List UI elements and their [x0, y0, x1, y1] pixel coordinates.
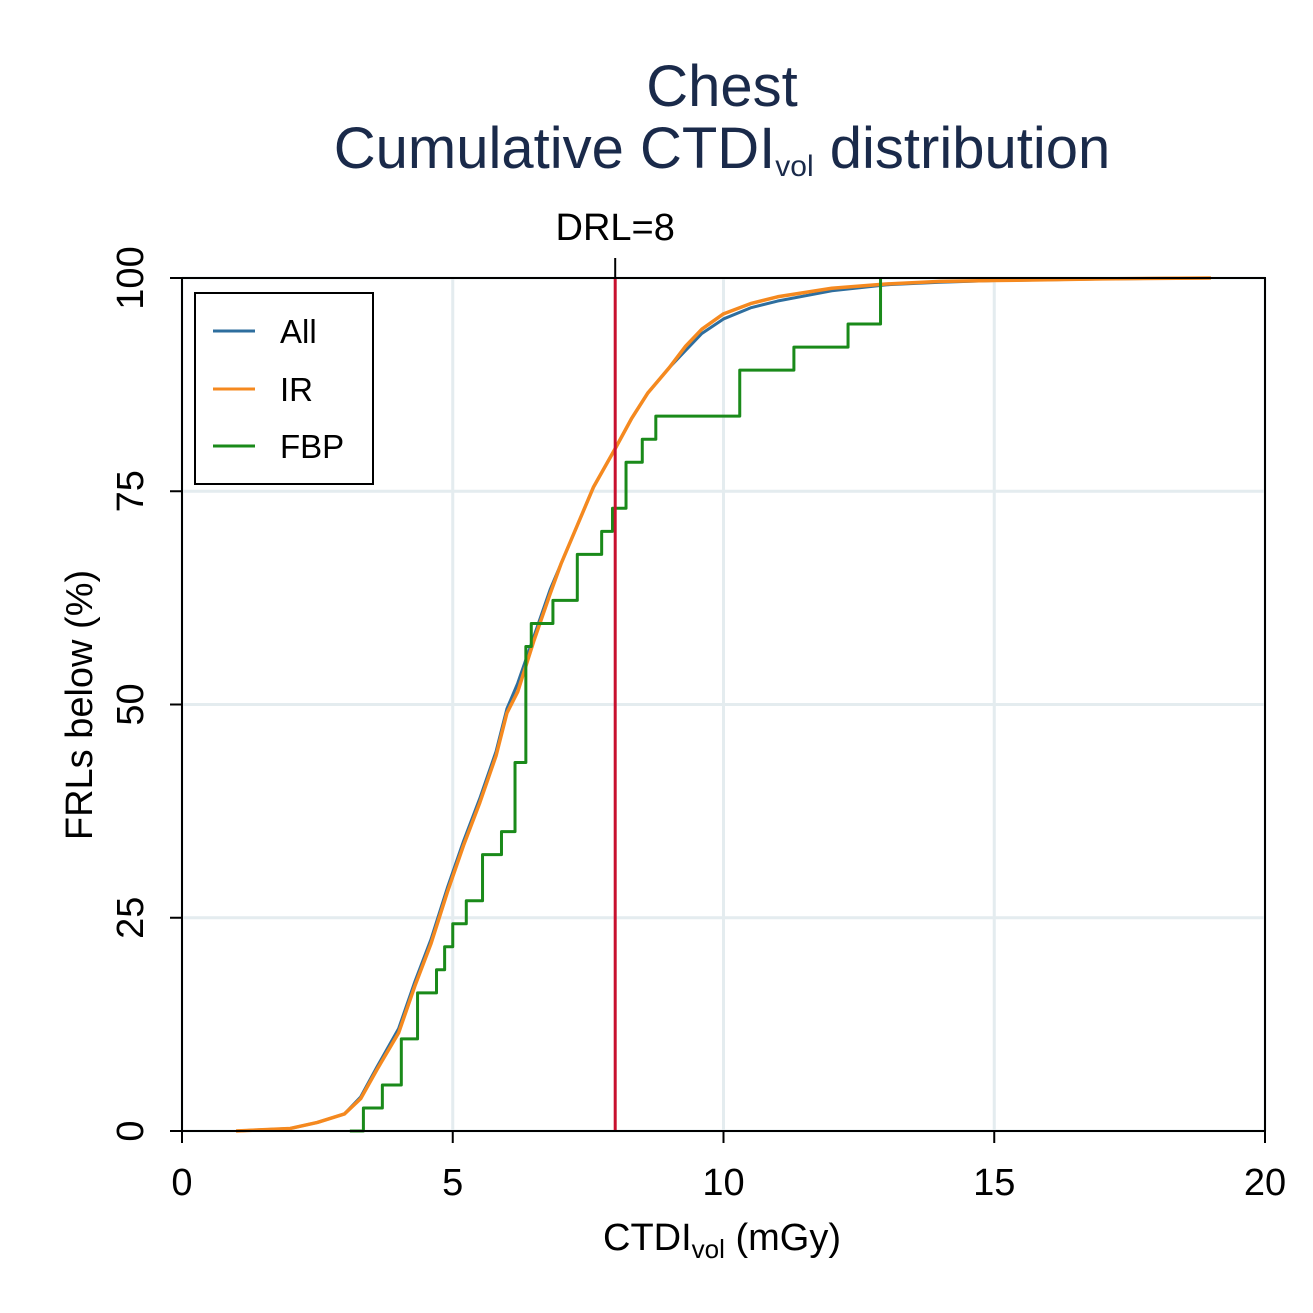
chart-subtitle-sub: vol: [775, 150, 813, 183]
x-axis-title-post: (mGy): [725, 1217, 841, 1259]
y-tick-label-1: 25: [110, 897, 152, 939]
x-axis-title-sub: vol: [692, 1234, 725, 1264]
legend: All IR FBP: [194, 292, 374, 485]
x-axis-title-pre: CTDI: [603, 1217, 692, 1259]
series-layer: [236, 276, 1211, 1133]
x-tick-label-0: 0: [171, 1162, 192, 1204]
x-tick-label-4: 20: [1244, 1162, 1286, 1204]
chart-subtitle-post: distribution: [814, 116, 1111, 181]
legend-label-fbp: FBP: [280, 428, 344, 465]
y-tick-label-4: 100: [110, 246, 152, 309]
y-tick-label-3: 75: [110, 470, 152, 512]
chart-subtitle-pre: Cumulative CTDI: [334, 116, 776, 181]
drl-label: DRL=8: [556, 207, 675, 249]
y-tick-label-2: 50: [110, 683, 152, 725]
x-tick-label-1: 5: [442, 1162, 463, 1204]
chart-title: Chest: [646, 54, 798, 119]
y-tick-label-0: 0: [110, 1120, 152, 1141]
y-axis-ticks: 0 25 50 75 100: [110, 246, 182, 1142]
y-axis-title: FRLs below (%): [59, 570, 101, 840]
x-axis-ticks: 0 5 10 15 20: [171, 1131, 1286, 1204]
series-line-fbp: [349, 278, 883, 1133]
legend-label-ir: IR: [280, 371, 313, 408]
series-line-ir: [236, 276, 1211, 1133]
legend-label-all: All: [280, 313, 317, 350]
chart-subtitle: Cumulative CTDIvol distribution: [334, 116, 1111, 183]
plot-area: 0 5 10 15 20 0 25 50 75 100: [110, 246, 1286, 1204]
x-axis-title: CTDIvol (mGy): [603, 1217, 841, 1264]
x-tick-label-2: 10: [702, 1162, 744, 1204]
x-tick-label-3: 15: [973, 1162, 1015, 1204]
